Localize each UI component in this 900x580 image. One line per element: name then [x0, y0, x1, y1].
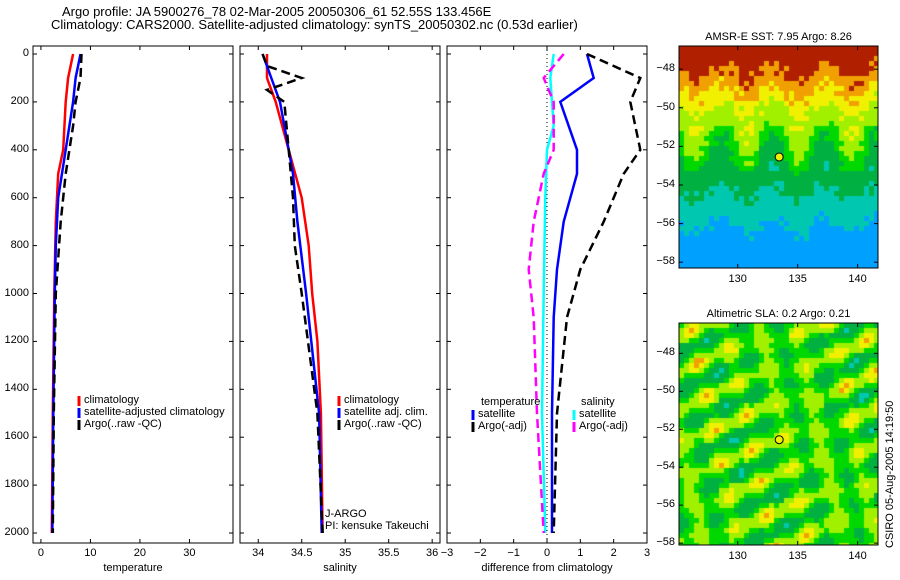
annotation-text: J-ARGO — [325, 508, 367, 520]
y-tick-label: −58 — [656, 255, 675, 268]
x-tick-label: 30 — [183, 547, 196, 559]
x-axis-label: difference from climatology — [481, 562, 613, 574]
sla-map-image — [679, 323, 878, 545]
y-tick-label: −56 — [656, 216, 675, 229]
y-tick-label: −56 — [656, 498, 675, 511]
x-tick-label: 135 — [788, 273, 807, 285]
series-line-temperature-satellite — [550, 53, 596, 533]
legend-label: satellite adj. clim. — [344, 406, 428, 418]
legend-title: salinity — [581, 396, 615, 408]
series-line-salinity-argo-adj- — [527, 53, 565, 534]
series-line-salinity-satellite — [540, 53, 555, 534]
map-frame — [678, 322, 879, 546]
x-tick-label: 0 — [543, 547, 551, 559]
x-tick-label: 35.5 — [377, 547, 400, 559]
x-tick-label: −1 — [507, 547, 520, 559]
legend-label: climatology — [344, 394, 400, 406]
map-title: AMSR-E SST: 7.95 Argo: 8.26 — [705, 31, 852, 43]
argo-location-marker — [774, 152, 784, 162]
axes-box-1 — [239, 45, 441, 544]
y-tick-label: 1800 — [4, 478, 29, 491]
legend-label: satellite-adjusted climatology — [84, 406, 225, 418]
y-tick-label: 600 — [10, 190, 29, 203]
title-line-2: Climatology: CARS2000. Satellite-adjuste… — [51, 17, 578, 32]
y-tick-label: −48 — [656, 346, 675, 359]
legend-label: Argo(..raw -QC) — [344, 418, 422, 430]
x-tick-label: 35 — [339, 547, 352, 559]
series-line-climatology — [265, 54, 324, 534]
title-line-1: Argo profile: JA 5900276_78 02-Mar-2005 … — [62, 4, 492, 19]
y-tick-label: 2000 — [4, 526, 29, 538]
y-tick-label: −50 — [656, 384, 675, 397]
axes-box-0 — [32, 45, 234, 544]
x-tick-label: 36 — [426, 547, 439, 559]
y-tick-label: 1000 — [4, 286, 29, 299]
y-tick-label: 400 — [10, 142, 29, 155]
y-tick-label: −58 — [656, 536, 675, 549]
x-tick-label: 34.5 — [291, 547, 313, 559]
legend-label: satellite — [579, 408, 617, 420]
y-tick-label: −48 — [656, 62, 675, 75]
map-frame — [678, 45, 879, 269]
y-tick-label: 1200 — [4, 334, 29, 347]
y-tick-label: −52 — [656, 139, 675, 152]
x-axis-label: temperature — [103, 562, 163, 574]
y-tick-label: −54 — [656, 177, 675, 190]
series-line-satellite-adj-clim- — [261, 53, 323, 534]
legend-label: climatology — [84, 394, 140, 406]
credit-text: CSIRO 05-Aug-2005 14:19:50 — [884, 400, 896, 548]
y-tick-label: 200 — [10, 94, 29, 107]
series-line-argo-raw-qc- — [261, 53, 324, 534]
x-tick-label: 140 — [848, 273, 867, 285]
x-tick-label: 3 — [643, 547, 651, 559]
x-tick-label: 130 — [728, 273, 747, 285]
legend-title: temperature — [481, 396, 541, 408]
legend-label: Argo(-adj) — [579, 420, 628, 432]
argo-location-marker — [774, 435, 784, 445]
y-tick-label: −52 — [656, 422, 675, 435]
x-axis-label: salinity — [323, 562, 357, 574]
x-tick-label: 140 — [848, 550, 867, 562]
x-tick-label: −2 — [474, 547, 487, 559]
y-tick-label: 1600 — [4, 430, 29, 443]
legend-label: Argo(..raw -QC) — [84, 418, 162, 430]
y-tick-label: 1400 — [4, 382, 29, 395]
x-tick-label: 0 — [37, 547, 44, 559]
y-tick-label: 0 — [22, 47, 29, 59]
series-line-satellite-adjusted-climatology — [51, 53, 82, 534]
legend-label: satellite — [478, 408, 516, 420]
series-line-argo-raw-qc- — [51, 53, 83, 534]
x-tick-label: 135 — [788, 550, 807, 562]
legend-label: Argo(-adj) — [478, 420, 527, 432]
annotation-text: PI: kensuke Takeuchi — [325, 520, 429, 532]
x-tick-label: 34 — [252, 547, 265, 559]
x-tick-label: 2 — [610, 547, 617, 559]
map-title: Altimetric SLA: 0.2 Argo: 0.21 — [706, 308, 851, 320]
x-tick-label: 20 — [133, 547, 147, 559]
y-tick-label: −50 — [656, 100, 675, 113]
series-line-temperature-argo-adj- — [552, 52, 642, 534]
x-tick-label: 130 — [728, 550, 747, 562]
x-tick-label: −3 — [440, 547, 454, 559]
x-tick-label: 1 — [577, 547, 584, 559]
y-tick-label: −54 — [656, 460, 675, 473]
x-tick-label: 10 — [84, 547, 97, 559]
y-tick-label: 800 — [10, 238, 29, 251]
